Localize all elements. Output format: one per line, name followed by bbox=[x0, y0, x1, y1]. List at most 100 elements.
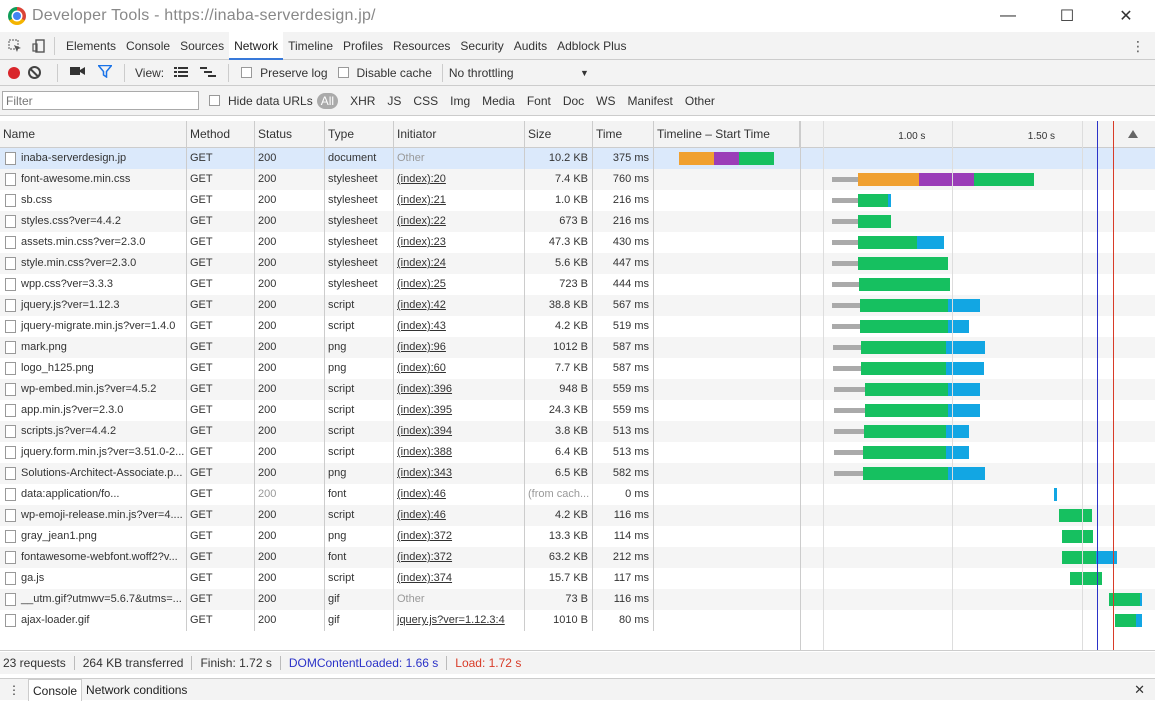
column-header-type[interactable]: Type bbox=[325, 121, 394, 148]
table-row[interactable]: sb.css GET 200 stylesheet (index):21 1.0 KB 21… bbox=[0, 190, 1155, 211]
disable-cache-checkbox[interactable] bbox=[337, 67, 349, 78]
cell-initiator[interactable]: (index):25 bbox=[394, 274, 525, 295]
cell-initiator[interactable]: (index):46 bbox=[394, 484, 525, 505]
cell-initiator[interactable]: (index):20 bbox=[394, 169, 525, 190]
close-button[interactable]: ✕ bbox=[1119, 8, 1133, 25]
filter-type-font[interactable]: Font bbox=[526, 93, 551, 108]
table-row[interactable]: font-awesome.min.css GET 200 stylesheet (ind… bbox=[0, 169, 1155, 190]
sort-ascending-icon[interactable] bbox=[1128, 130, 1138, 138]
column-header-status[interactable]: Status bbox=[255, 121, 325, 148]
hide-data-urls-label: Hide data URLs bbox=[228, 93, 313, 108]
throttling-select[interactable]: No throttling ▼ bbox=[449, 66, 589, 80]
table-row[interactable]: wp-embed.min.js?ver=4.5.2 GET 200 script (in… bbox=[0, 379, 1155, 400]
drawer-tabs: ⋮ Console Network conditions ✕ bbox=[0, 678, 1155, 701]
filter-type-all[interactable]: All bbox=[316, 92, 339, 109]
table-row[interactable]: jquery.form.min.js?ver=3.51.0-2... GET 200… bbox=[0, 442, 1155, 463]
cell-initiator[interactable]: (index):395 bbox=[394, 400, 525, 421]
column-header-timeline[interactable]: Timeline – Start Time bbox=[654, 121, 800, 148]
drawer-tab-network-conditions[interactable]: Network conditions bbox=[86, 682, 188, 697]
filter-type-doc[interactable]: Doc bbox=[562, 93, 585, 108]
cell-initiator[interactable]: jquery.js?ver=1.12.3:4 bbox=[394, 610, 525, 631]
tab-adblock-plus[interactable]: Adblock Plus bbox=[557, 38, 627, 53]
cell-initiator[interactable]: (index):372 bbox=[394, 547, 525, 568]
table-row[interactable]: __utm.gif?utmwv=5.6.7&utms=... GET 200 gif O… bbox=[0, 589, 1155, 610]
table-row[interactable]: Solutions-Architect-Associate.p... GET 200… bbox=[0, 463, 1155, 484]
cell-initiator[interactable]: (index):42 bbox=[394, 295, 525, 316]
column-header-size[interactable]: Size bbox=[525, 121, 593, 148]
table-row[interactable]: jquery-migrate.min.js?ver=1.4.0 GET 200 scr… bbox=[0, 316, 1155, 337]
cell-initiator[interactable]: (index):22 bbox=[394, 211, 525, 232]
table-row[interactable]: ga.js GET 200 script (index):374 15.7 KB 117 m… bbox=[0, 568, 1155, 589]
table-row[interactable]: ajax-loader.gif GET 200 gif jquery.js?ver=1.… bbox=[0, 610, 1155, 631]
cell-initiator[interactable]: (index):21 bbox=[394, 190, 525, 211]
device-mode-icon[interactable] bbox=[30, 37, 48, 55]
maximize-button[interactable]: ☐ bbox=[1059, 8, 1075, 25]
drawer-tab-console[interactable]: Console bbox=[28, 678, 83, 701]
table-row[interactable]: app.min.js?ver=2.3.0 GET 200 script (index):… bbox=[0, 400, 1155, 421]
cell-initiator[interactable]: (index):23 bbox=[394, 232, 525, 253]
more-options-icon[interactable]: ⋮ bbox=[1131, 38, 1145, 54]
inspect-element-icon[interactable] bbox=[6, 37, 24, 55]
column-header-initiator[interactable]: Initiator bbox=[394, 121, 525, 148]
table-row[interactable]: wpp.css?ver=3.3.3 GET 200 stylesheet (index)… bbox=[0, 274, 1155, 295]
clear-icon[interactable] bbox=[28, 66, 41, 79]
filter-input[interactable] bbox=[2, 91, 199, 110]
cell-initiator[interactable]: (index):374 bbox=[394, 568, 525, 589]
cell-initiator[interactable]: (index):343 bbox=[394, 463, 525, 484]
cell-initiator[interactable]: (index):60 bbox=[394, 358, 525, 379]
table-row[interactable]: fontawesome-webfont.woff2?v... GET 200 font… bbox=[0, 547, 1155, 568]
tab-security[interactable]: Security bbox=[460, 38, 504, 53]
tab-profiles[interactable]: Profiles bbox=[343, 38, 384, 53]
cell-status: 200 bbox=[255, 274, 325, 295]
cell-type: script bbox=[325, 442, 394, 463]
table-row[interactable]: data:application/fo... GET 200 font (index):… bbox=[0, 484, 1155, 505]
record-button[interactable] bbox=[8, 66, 20, 79]
column-header-name[interactable]: Name bbox=[0, 121, 187, 148]
tab-audits[interactable]: Audits bbox=[513, 38, 548, 53]
table-row[interactable]: inaba-serverdesign.jp GET 200 document Other… bbox=[0, 148, 1155, 169]
cell-initiator[interactable]: (index):396 bbox=[394, 379, 525, 400]
filter-type-img[interactable]: Img bbox=[450, 93, 471, 108]
table-row[interactable]: logo_h125.png GET 200 png (index):60 7.7 KB 58… bbox=[0, 358, 1155, 379]
column-header-method[interactable]: Method bbox=[187, 121, 255, 148]
table-row[interactable]: gray_jean1.png GET 200 png (index):372 13.3 K… bbox=[0, 526, 1155, 547]
filter-type-ws[interactable]: WS bbox=[596, 93, 616, 108]
cell-initiator[interactable]: (index):46 bbox=[394, 505, 525, 526]
table-row[interactable]: assets.min.css?ver=2.3.0 GET 200 stylesheet… bbox=[0, 232, 1155, 253]
column-header-time[interactable]: Time bbox=[593, 121, 654, 148]
overview-waterfall-icon[interactable] bbox=[200, 66, 217, 80]
waterfall-cell bbox=[654, 316, 1155, 337]
table-row[interactable]: jquery.js?ver=1.12.3 GET 200 script (index):… bbox=[0, 295, 1155, 316]
preserve-log-checkbox[interactable] bbox=[241, 67, 253, 78]
large-rows-icon[interactable] bbox=[174, 66, 189, 80]
cell-initiator[interactable]: (index):24 bbox=[394, 253, 525, 274]
filter-icon[interactable] bbox=[96, 64, 114, 81]
hide-data-urls-checkbox[interactable] bbox=[209, 95, 220, 106]
cell-initiator[interactable]: (index):96 bbox=[394, 337, 525, 358]
table-row[interactable]: scripts.js?ver=4.4.2 GET 200 script (index):… bbox=[0, 421, 1155, 442]
tab-resources[interactable]: Resources bbox=[393, 38, 451, 53]
table-row[interactable]: styles.css?ver=4.4.2 GET 200 stylesheet (ind… bbox=[0, 211, 1155, 232]
filter-type-css[interactable]: CSS bbox=[413, 93, 439, 108]
filter-type-xhr[interactable]: XHR bbox=[350, 93, 376, 108]
cell-initiator[interactable]: (index):388 bbox=[394, 442, 525, 463]
table-row[interactable]: mark.png GET 200 png (index):96 1012 B 587 ms bbox=[0, 337, 1155, 358]
cell-initiator[interactable]: (index):394 bbox=[394, 421, 525, 442]
capture-screenshots-icon[interactable] bbox=[70, 65, 86, 80]
cell-initiator[interactable]: (index):372 bbox=[394, 526, 525, 547]
tab-sources[interactable]: Sources bbox=[180, 38, 225, 53]
tab-console[interactable]: Console bbox=[126, 38, 171, 53]
tab-timeline[interactable]: Timeline bbox=[288, 38, 334, 53]
filter-type-manifest[interactable]: Manifest bbox=[627, 93, 673, 108]
filter-type-js[interactable]: JS bbox=[387, 93, 402, 108]
drawer-menu-icon[interactable]: ⋮ bbox=[8, 682, 20, 697]
cell-initiator[interactable]: (index):43 bbox=[394, 316, 525, 337]
table-row[interactable]: wp-emoji-release.min.js?ver=4.... GET 200 s… bbox=[0, 505, 1155, 526]
drawer-close-icon[interactable]: ✕ bbox=[1134, 682, 1145, 697]
minimize-button[interactable]: — bbox=[1000, 7, 1016, 24]
filter-type-other[interactable]: Other bbox=[684, 93, 715, 108]
tab-network[interactable]: Network bbox=[229, 31, 284, 60]
table-row[interactable]: style.min.css?ver=2.3.0 GET 200 stylesheet(… bbox=[0, 253, 1155, 274]
filter-type-media[interactable]: Media bbox=[482, 93, 515, 108]
tab-elements[interactable]: Elements bbox=[66, 38, 117, 53]
